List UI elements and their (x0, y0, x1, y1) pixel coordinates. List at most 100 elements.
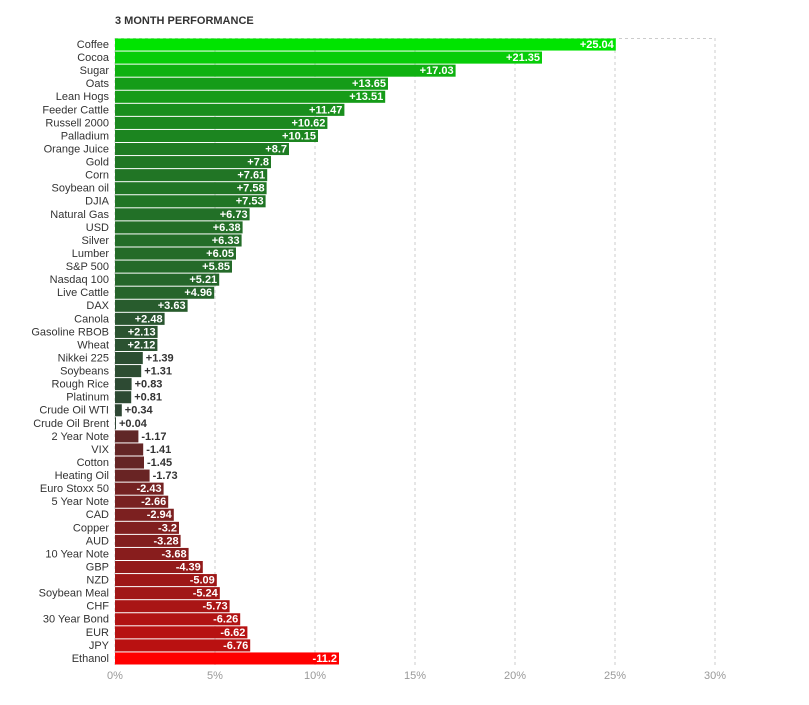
y-tick-label: GBP (86, 561, 109, 573)
value-label: +7.8 (247, 157, 269, 169)
y-tick-label: Palladium (61, 130, 109, 142)
y-tick-label: Gasoline RBOB (31, 326, 109, 338)
y-tick-label: Live Cattle (57, 287, 109, 299)
value-label: +2.12 (128, 339, 156, 351)
value-label: +2.48 (135, 313, 163, 325)
value-label: -3.68 (162, 548, 187, 560)
value-label: -5.09 (190, 575, 215, 587)
bar (115, 116, 328, 129)
value-label: -5.24 (193, 588, 219, 600)
y-tick-label: Oats (86, 78, 110, 90)
y-tick-label: Orange Juice (44, 143, 109, 155)
value-label: -2.43 (137, 483, 162, 495)
chart-title: 3 MONTH PERFORMANCE (115, 15, 254, 27)
bar (115, 77, 388, 90)
value-label: +25.04 (580, 39, 615, 51)
y-tick-label: CHF (86, 601, 109, 613)
value-label: -1.73 (153, 470, 178, 482)
bar (115, 352, 143, 365)
y-tick-label: Euro Stoxx 50 (40, 483, 109, 495)
value-label: +10.15 (282, 130, 316, 142)
bar (115, 234, 242, 247)
x-tick-label: 15% (404, 670, 426, 682)
value-label: +6.05 (206, 248, 234, 260)
y-tick-label: Cotton (77, 457, 109, 469)
value-label: -6.62 (220, 627, 245, 639)
y-tick-label: DAX (86, 300, 109, 312)
value-label: +1.31 (144, 366, 172, 378)
bar (115, 156, 271, 169)
bar (115, 143, 289, 156)
y-tick-label: 30 Year Bond (43, 614, 109, 626)
value-label: +7.58 (237, 183, 265, 195)
value-label: +6.38 (213, 222, 241, 234)
y-tick-label: Ethanol (72, 653, 109, 665)
bar (115, 195, 266, 208)
y-tick-label: 2 Year Note (52, 431, 110, 443)
value-label: +10.62 (291, 117, 325, 129)
y-tick-label: Gold (86, 157, 109, 169)
bar (115, 626, 248, 639)
y-tick-label: Nasdaq 100 (50, 274, 109, 286)
bar (115, 443, 144, 456)
y-tick-label: Canola (74, 313, 110, 325)
y-tick-label: Sugar (80, 65, 110, 77)
y-tick-label: Soybean oil (52, 183, 110, 195)
x-tick-label: 30% (704, 670, 726, 682)
value-label: +6.73 (220, 209, 248, 221)
bar (115, 430, 139, 443)
y-tick-label: Rough Rice (52, 379, 109, 391)
value-label: +13.51 (349, 91, 383, 103)
bar (115, 365, 142, 378)
bar (115, 169, 268, 182)
bar (115, 534, 181, 547)
bar (115, 574, 217, 587)
bar (115, 521, 179, 534)
bar (115, 482, 164, 495)
bar (115, 547, 189, 560)
y-tick-label: 10 Year Note (45, 548, 109, 560)
y-tick-label: Heating Oil (55, 470, 109, 482)
y-tick-label: Platinum (66, 392, 109, 404)
y-tick-label: CAD (86, 509, 109, 521)
y-tick-label: S&P 500 (66, 261, 109, 273)
bar (115, 639, 251, 652)
y-tick-label: VIX (91, 444, 109, 456)
value-label: -1.45 (147, 457, 172, 469)
bar (115, 103, 345, 116)
bar (115, 417, 116, 430)
y-tick-label: Russell 2000 (45, 117, 109, 129)
bar (115, 64, 456, 77)
bar (115, 456, 144, 469)
y-tick-label: Coffee (77, 39, 109, 51)
y-tick-label: Crude Oil WTI (39, 405, 109, 417)
bar (115, 208, 250, 221)
bar (115, 129, 318, 142)
bar (115, 260, 232, 273)
bar (115, 338, 158, 351)
value-label: +8.7 (265, 143, 287, 155)
value-label: -2.94 (147, 509, 173, 521)
value-label: -4.39 (176, 561, 201, 573)
x-tick-label: 20% (504, 670, 526, 682)
value-label: +11.47 (309, 104, 342, 116)
y-tick-label: USD (86, 222, 109, 234)
bar (115, 587, 220, 600)
y-tick-label: NZD (86, 575, 109, 587)
y-tick-label: Silver (81, 235, 109, 247)
value-label: +13.65 (352, 78, 386, 90)
x-tick-label: 10% (304, 670, 326, 682)
bar (115, 221, 243, 234)
value-label: +17.03 (420, 65, 454, 77)
bar (115, 613, 241, 626)
value-label: +2.13 (128, 326, 156, 338)
bar (115, 273, 220, 286)
bar (115, 38, 616, 51)
y-tick-label: JPY (89, 640, 110, 652)
bar (115, 561, 203, 574)
bar (115, 469, 150, 482)
value-label: +0.81 (134, 392, 162, 404)
x-tick-label: 25% (604, 670, 626, 682)
y-tick-label: Soybean Meal (39, 588, 109, 600)
